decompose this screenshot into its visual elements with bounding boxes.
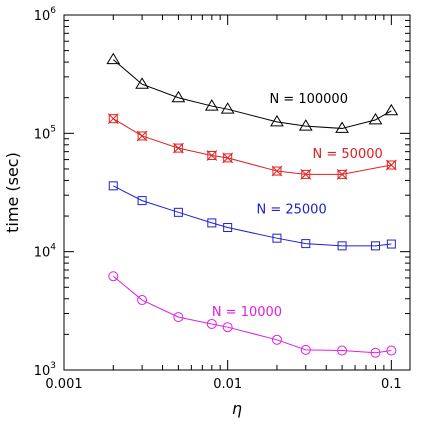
data-point-triangle [384, 103, 399, 116]
y-tick-label: 104 [34, 243, 57, 261]
series-0: N = 100000 [106, 52, 399, 133]
y-tick-label: 105 [34, 124, 56, 142]
series-1: N = 50000 [107, 113, 397, 180]
plot-border [63, 14, 411, 371]
series-2: N = 25000 [108, 181, 396, 251]
data-point-circle [370, 347, 381, 358]
data-series: N = 100000 N = 50000 N = 25000 N = 10000 [106, 52, 399, 358]
x-tick-label: 0.1 [381, 377, 402, 392]
data-point-triangle [368, 112, 383, 125]
series-3: N = 10000 [108, 271, 397, 358]
data-point-circle [386, 345, 397, 356]
data-point-circle [271, 334, 282, 345]
series-label: N = 100000 [269, 92, 348, 107]
data-point-square [207, 218, 217, 228]
data-point-star-square [300, 169, 312, 180]
data-point-circle [108, 271, 119, 282]
data-point-triangle [270, 114, 284, 127]
plot-frame [63, 14, 411, 371]
data-point-square [386, 239, 396, 249]
data-point-square [108, 181, 118, 191]
data-point-circle [300, 344, 311, 355]
y-axis-label: time (sec) [3, 152, 22, 233]
axis-labels: η time (sec) [3, 152, 242, 418]
series-line [112, 275, 392, 354]
data-point-circle [173, 312, 184, 323]
data-point-triangle [171, 90, 186, 103]
data-point-square [370, 241, 380, 251]
data-point-star-square [107, 113, 119, 125]
data-point-triangle [298, 119, 313, 131]
data-point-square [173, 207, 183, 217]
x-tick-label: 0.01 [213, 377, 242, 392]
x-tick-label: 0.001 [45, 377, 82, 392]
data-point-square [137, 196, 147, 206]
data-point-circle [137, 295, 148, 306]
data-point-star-square [336, 169, 348, 180]
data-point-circle [206, 318, 217, 329]
data-point-triangle [335, 121, 349, 133]
data-point-star-square [271, 165, 283, 177]
data-point-square [301, 239, 311, 249]
axis-ticks: 0.001 0.01 0.1 103 104 105 106 [34, 6, 410, 392]
data-point-star-square [206, 150, 218, 161]
data-point-star-square [173, 142, 184, 154]
data-point-circle [222, 322, 233, 333]
series-line [113, 185, 392, 247]
data-point-square [337, 241, 347, 251]
x-axis-label: η [232, 399, 242, 418]
data-point-triangle [204, 99, 219, 111]
data-point-triangle [106, 52, 121, 65]
data-point-star-square [385, 159, 397, 171]
data-point-star-square [136, 130, 148, 142]
series-label: N = 10000 [212, 305, 282, 320]
data-point-square [272, 233, 282, 243]
data-point-square [223, 223, 233, 233]
data-point-triangle [135, 77, 149, 89]
series-line [112, 59, 392, 129]
y-tick-label: 103 [34, 361, 56, 379]
data-point-circle [337, 345, 348, 356]
series-label: N = 50000 [313, 147, 383, 162]
y-tick-label: 106 [34, 6, 57, 24]
series-label: N = 25000 [256, 203, 326, 218]
data-point-star-square [222, 152, 234, 164]
data-point-triangle [220, 102, 235, 114]
